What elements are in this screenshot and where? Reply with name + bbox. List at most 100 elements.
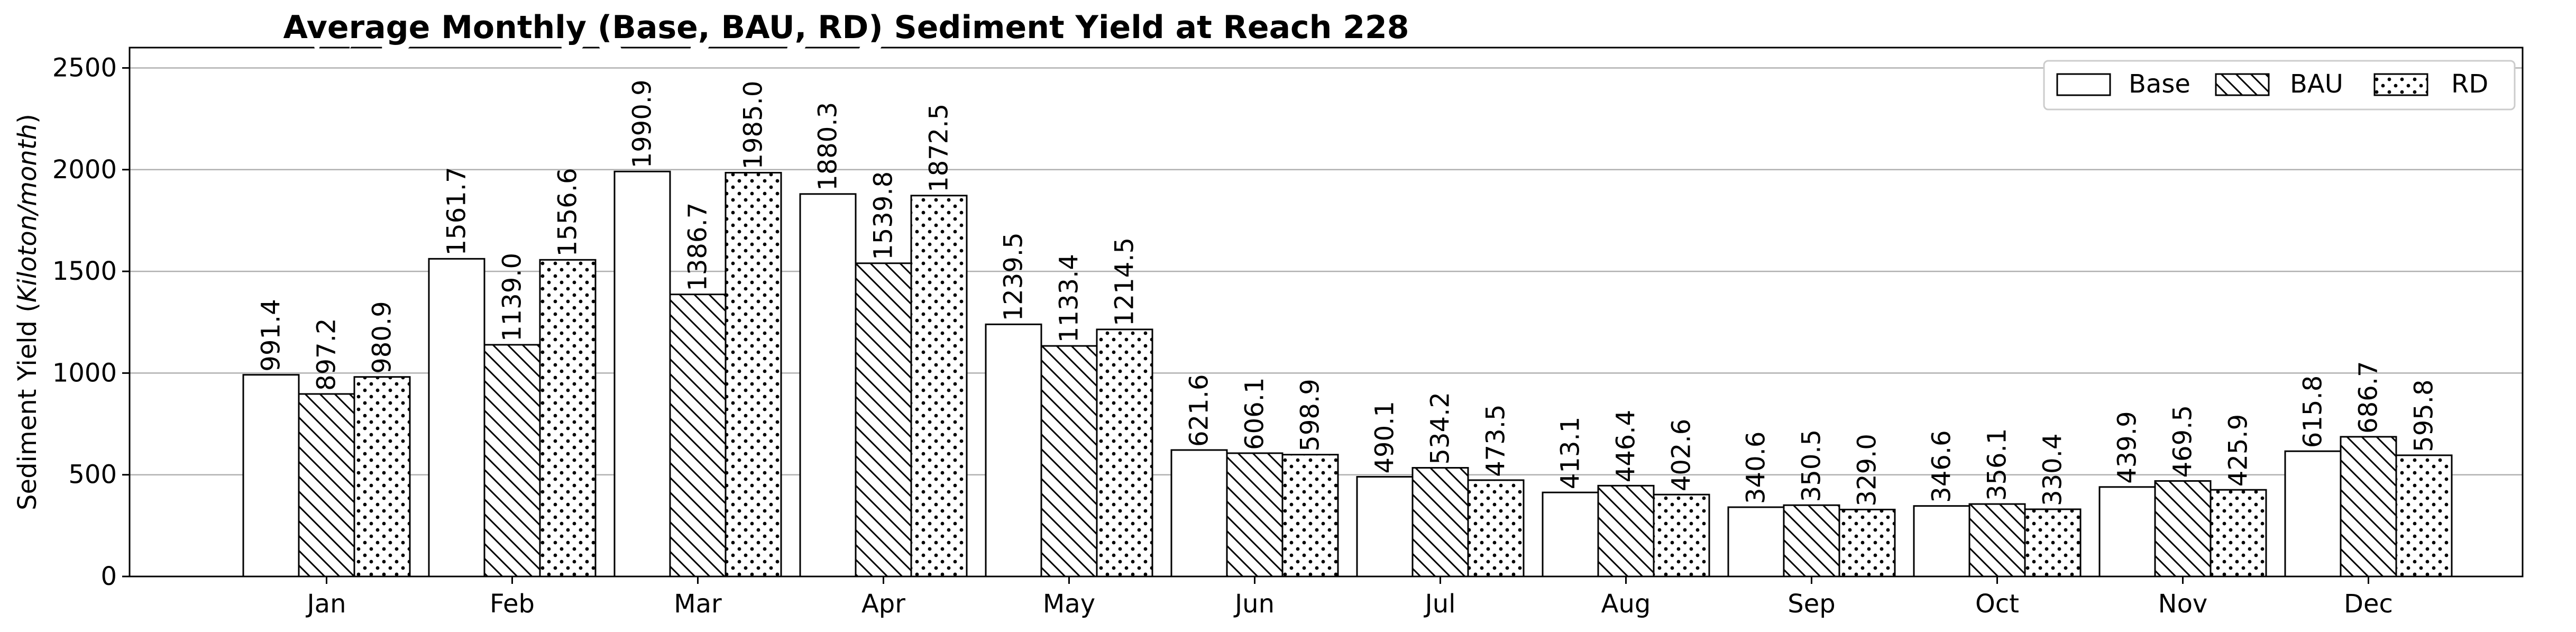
y-tick-label: 1500 — [52, 257, 117, 286]
x-tick-label: Mar — [674, 589, 722, 619]
legend-swatch-rd — [2373, 73, 2428, 96]
data-label: 991.4 — [256, 299, 286, 371]
x-tick-label: Jul — [1424, 589, 1456, 619]
data-label: 615.8 — [2298, 375, 2328, 448]
data-label: 598.9 — [1296, 379, 1325, 451]
data-label: 1985.0 — [739, 81, 768, 170]
data-label: 1872.5 — [924, 104, 954, 193]
data-label: 1990.9 — [628, 79, 657, 168]
y-tick-label: 2000 — [52, 155, 117, 185]
x-tick-label: Dec — [2344, 589, 2393, 619]
data-label: 490.1 — [1370, 401, 1400, 473]
x-tick-label: May — [1043, 589, 1095, 619]
data-label: 330.4 — [2038, 434, 2068, 506]
bar-base-oct — [1913, 505, 1970, 578]
bar-bau-jul — [1411, 467, 1469, 578]
data-label: 469.5 — [2168, 405, 2198, 478]
bar-rd-feb — [539, 259, 597, 578]
y-axis-label-close: ) — [13, 114, 42, 124]
bar-rd-jul — [1467, 479, 1525, 578]
chart-title: Average Monthly (Base, BAU, RD) Sediment… — [283, 9, 1409, 46]
x-tick-label: Jan — [306, 589, 346, 619]
legend-swatch-base — [2056, 73, 2111, 96]
x-tick-label: Feb — [490, 589, 535, 619]
bar-rd-jan — [353, 376, 411, 578]
y-axis: 0 500 1000 1500 2000 2500 — [52, 53, 130, 591]
bar-rd-mar — [725, 172, 782, 578]
bar-rd-dec — [2395, 454, 2453, 578]
bar-rd-jun — [1281, 454, 1339, 578]
bar-base-mar — [613, 170, 671, 578]
legend: Base BAU RD — [2043, 60, 2516, 111]
data-label: 595.8 — [2409, 379, 2439, 452]
bar-bau-mar — [669, 294, 727, 578]
bar-base-may — [985, 323, 1042, 578]
bar-base-jul — [1356, 476, 1414, 578]
bar-base-aug — [1542, 491, 1599, 578]
x-tick-label: Oct — [1975, 589, 2019, 619]
bar-bau-may — [1040, 345, 1098, 578]
bar-rd-aug — [1653, 493, 1710, 578]
y-tick-label: 0 — [100, 562, 117, 591]
bar-bau-oct — [1968, 503, 2026, 578]
bar-rd-may — [1096, 328, 1153, 578]
data-label: 439.9 — [2113, 411, 2142, 483]
data-labels: 991.4 897.2 980.9 1561.7 1139.0 1556.6 1990.9 1… — [256, 79, 2439, 506]
data-label: 1539.8 — [869, 171, 899, 260]
data-label: 446.4 — [1611, 410, 1641, 482]
data-label: 356.1 — [1983, 428, 2012, 501]
data-label: 534.2 — [1426, 392, 1455, 464]
y-axis-label-main: Sediment Yield ( — [13, 303, 42, 510]
bar-rd-apr — [910, 195, 968, 578]
data-label: 1556.6 — [553, 168, 583, 257]
data-label: 1214.5 — [1110, 237, 1140, 326]
data-label: 897.2 — [312, 318, 342, 391]
data-label: 350.5 — [1797, 429, 1827, 502]
data-label: 1139.0 — [498, 253, 527, 342]
bar-rd-oct — [2024, 508, 2082, 578]
bar-bau-feb — [483, 344, 541, 578]
data-label: 686.7 — [2354, 361, 2384, 433]
bar-bau-apr — [855, 262, 912, 578]
data-label: 346.6 — [1927, 430, 1957, 502]
legend-swatch-bau — [2215, 73, 2270, 96]
bar-base-dec — [2284, 450, 2342, 578]
bar-bau-nov — [2154, 480, 2212, 578]
data-label: 413.1 — [1556, 417, 1585, 489]
data-label: 1386.7 — [683, 203, 713, 291]
y-axis-label-unit: Kiloton/month — [13, 124, 42, 303]
bar-rd-sep — [1838, 508, 1896, 578]
data-label: 621.6 — [1185, 374, 1214, 447]
plot-area-frame — [129, 47, 2524, 578]
bar-base-apr — [799, 193, 857, 578]
x-tick-label: Nov — [2158, 589, 2208, 619]
legend-label-base: Base — [2129, 69, 2190, 99]
data-label: 473.5 — [1481, 404, 1511, 477]
bar-base-feb — [428, 258, 485, 578]
data-label: 606.1 — [1240, 377, 1270, 450]
bar-base-jan — [242, 374, 300, 578]
data-label: 1133.4 — [1055, 254, 1084, 343]
data-label: 329.0 — [1853, 434, 1882, 506]
legend-frame — [2043, 60, 2516, 111]
y-tick-label: 1000 — [52, 358, 117, 388]
data-label: 425.9 — [2224, 414, 2253, 487]
x-tick-label: Jun — [1233, 589, 1275, 619]
bar-base-nov — [2098, 486, 2156, 578]
x-tick-label: Apr — [861, 589, 905, 619]
data-label: 1880.3 — [813, 102, 843, 191]
bar-base-jun — [1170, 449, 1228, 578]
x-axis: Jan Feb Mar Apr May Jun Jul Aug Sep Oct Nov Dec — [306, 576, 2393, 619]
bar-base-sep — [1727, 506, 1785, 578]
data-label: 1561.7 — [442, 167, 472, 255]
bar-bau-jan — [298, 393, 355, 578]
data-label: 980.9 — [368, 301, 397, 373]
x-tick-label: Aug — [1601, 589, 1651, 619]
x-tick-label: Sep — [1787, 589, 1835, 619]
data-label: 340.6 — [1741, 432, 1771, 504]
legend-label-rd: RD — [2451, 69, 2488, 99]
bar-rd-nov — [2210, 489, 2267, 578]
y-axis-label: Sediment Yield (Kiloton/month) — [13, 114, 42, 510]
bars — [242, 170, 2453, 578]
